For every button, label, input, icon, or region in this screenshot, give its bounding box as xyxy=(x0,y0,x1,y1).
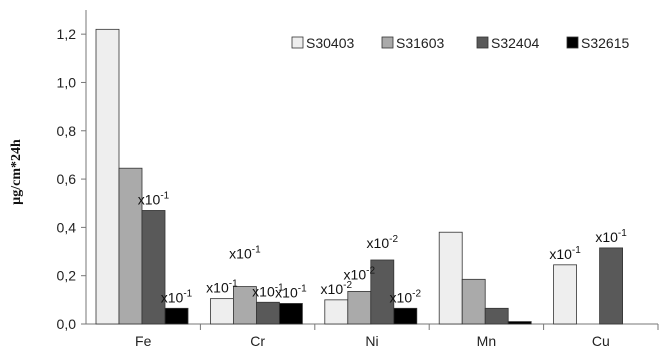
scale-annotation: x10-2 xyxy=(344,265,376,282)
bar-S32404-Fe xyxy=(141,210,166,325)
y-tick-label: 0,6 xyxy=(57,171,77,187)
bar-S32615-Ni xyxy=(393,307,418,325)
y-tick-label: 0,2 xyxy=(57,268,77,284)
y-axis-label: µg/cm*24h xyxy=(9,139,24,205)
bar-S32615-Fe xyxy=(164,307,189,325)
bar-S30403-Fe xyxy=(95,28,120,325)
x-tick-label: Fe xyxy=(135,333,152,349)
scale-annotation: x10-1 xyxy=(206,279,238,296)
bar-S32615-Cr xyxy=(278,303,303,325)
scale-annotation: x10-1 xyxy=(275,283,307,300)
bar-S31603-Mn xyxy=(461,278,486,325)
chart-bars xyxy=(95,28,623,325)
legend-swatch-S32404 xyxy=(476,36,489,49)
bar-S32404-Ni xyxy=(370,259,395,325)
legend-swatch-S32615 xyxy=(566,36,579,49)
legend-label-S32615: S32615 xyxy=(581,35,629,51)
y-tick-label: 0,0 xyxy=(57,316,77,332)
y-tick-label: 1,0 xyxy=(57,74,77,90)
scale-annotation: x10-1 xyxy=(229,245,261,262)
bar-S32615-Mn xyxy=(507,321,532,325)
scale-annotation: x10-1 xyxy=(595,228,627,245)
scale-annotation: x10-1 xyxy=(161,288,193,305)
y-tick-label: 0,8 xyxy=(57,123,77,139)
legend-swatch-S30403 xyxy=(291,36,304,49)
bar-S30403-Cr xyxy=(209,298,234,325)
x-tick-label: Cr xyxy=(250,333,265,349)
x-tick-label: Cu xyxy=(592,333,610,349)
scale-annotation: x10-2 xyxy=(321,280,353,297)
y-tick-label: 0,4 xyxy=(57,219,77,235)
legend-label-S31603: S31603 xyxy=(396,35,444,51)
legend-label-S30403: S30403 xyxy=(306,35,354,51)
bar-S32404-Mn xyxy=(484,307,509,325)
x-tick-label: Mn xyxy=(477,333,496,349)
bar-S32404-Cr xyxy=(255,301,280,325)
scale-annotation: x10-1 xyxy=(549,245,581,262)
bar-S30403-Cu xyxy=(553,264,577,325)
chart-legend: S30403 S31603 S32404 S32615 xyxy=(291,35,629,51)
legend-swatch-S31603 xyxy=(381,36,394,49)
bar-S30403-Mn xyxy=(438,231,463,325)
scale-annotation: x10-2 xyxy=(367,234,399,251)
bar-S31603-Ni xyxy=(347,290,372,325)
legend-label-S32404: S32404 xyxy=(491,35,539,51)
scale-annotation: x10-1 xyxy=(252,282,284,299)
scale-annotation: x10-1 xyxy=(138,190,170,207)
scale-annotation: x10-2 xyxy=(390,288,422,305)
bar-S30403-Ni xyxy=(324,299,349,325)
y-tick-label: 1,2 xyxy=(57,26,77,42)
bar-S32404-Cu xyxy=(599,247,623,325)
x-tick-label: Ni xyxy=(365,333,378,349)
